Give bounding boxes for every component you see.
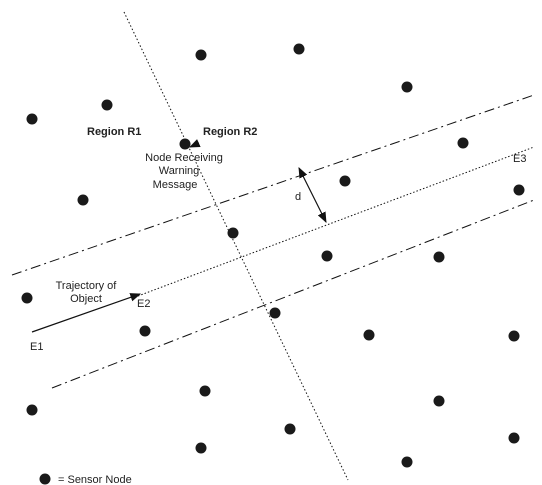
node-receiving-label-line3: Message [153,179,198,191]
sensor-node [284,423,296,435]
sensor-node [508,330,520,342]
node-receiving-label-line2: Warning [159,165,200,177]
sensor-node [433,395,445,407]
sensor-node [269,307,281,319]
node-receiving-pointer [189,139,201,148]
sensor-node [195,49,207,61]
sensor-node [139,325,151,337]
sensor-node [339,175,351,187]
sensor-node [26,113,38,125]
sensor-node [179,138,191,150]
trajectory-label-line1: Trajectory of [56,280,118,292]
sensor-node [21,292,33,304]
sensor-node [26,404,38,416]
distance-arrow [298,167,327,223]
lower-boundary-line [51,199,535,389]
point-e1-label: E1 [30,341,43,353]
legend-sensor-node-icon [39,473,51,485]
sensor-node [321,250,333,262]
sensor-node [508,432,520,444]
sensor-node [199,385,211,397]
trajectory-extension-line [137,146,535,297]
legend-label: = Sensor Node [58,474,132,485]
sensor-node [293,43,305,55]
sensor-node [401,456,413,468]
point-e3-label: E3 [513,153,526,165]
sensor-nodes [21,43,525,468]
region-boundary-line [123,11,349,481]
region-r1-label: Region R1 [87,126,141,138]
sensor-node [195,442,207,454]
trajectory-arrow [31,293,142,333]
distance-label: d [295,191,301,203]
region-r2-label: Region R2 [203,126,257,138]
sensor-node [363,329,375,341]
sensor-node [433,251,445,263]
upper-boundary-line [11,94,535,276]
sensor-node [77,194,89,206]
sensor-node [101,99,113,111]
trajectory-label-line2: Object [70,293,102,305]
sensor-node [513,184,525,196]
point-e2-label: E2 [137,298,150,310]
sensor-node [227,227,239,239]
node-receiving-label-line1: Node Receiving [145,152,223,164]
sensor-node [401,81,413,93]
sensor-node [457,137,469,149]
